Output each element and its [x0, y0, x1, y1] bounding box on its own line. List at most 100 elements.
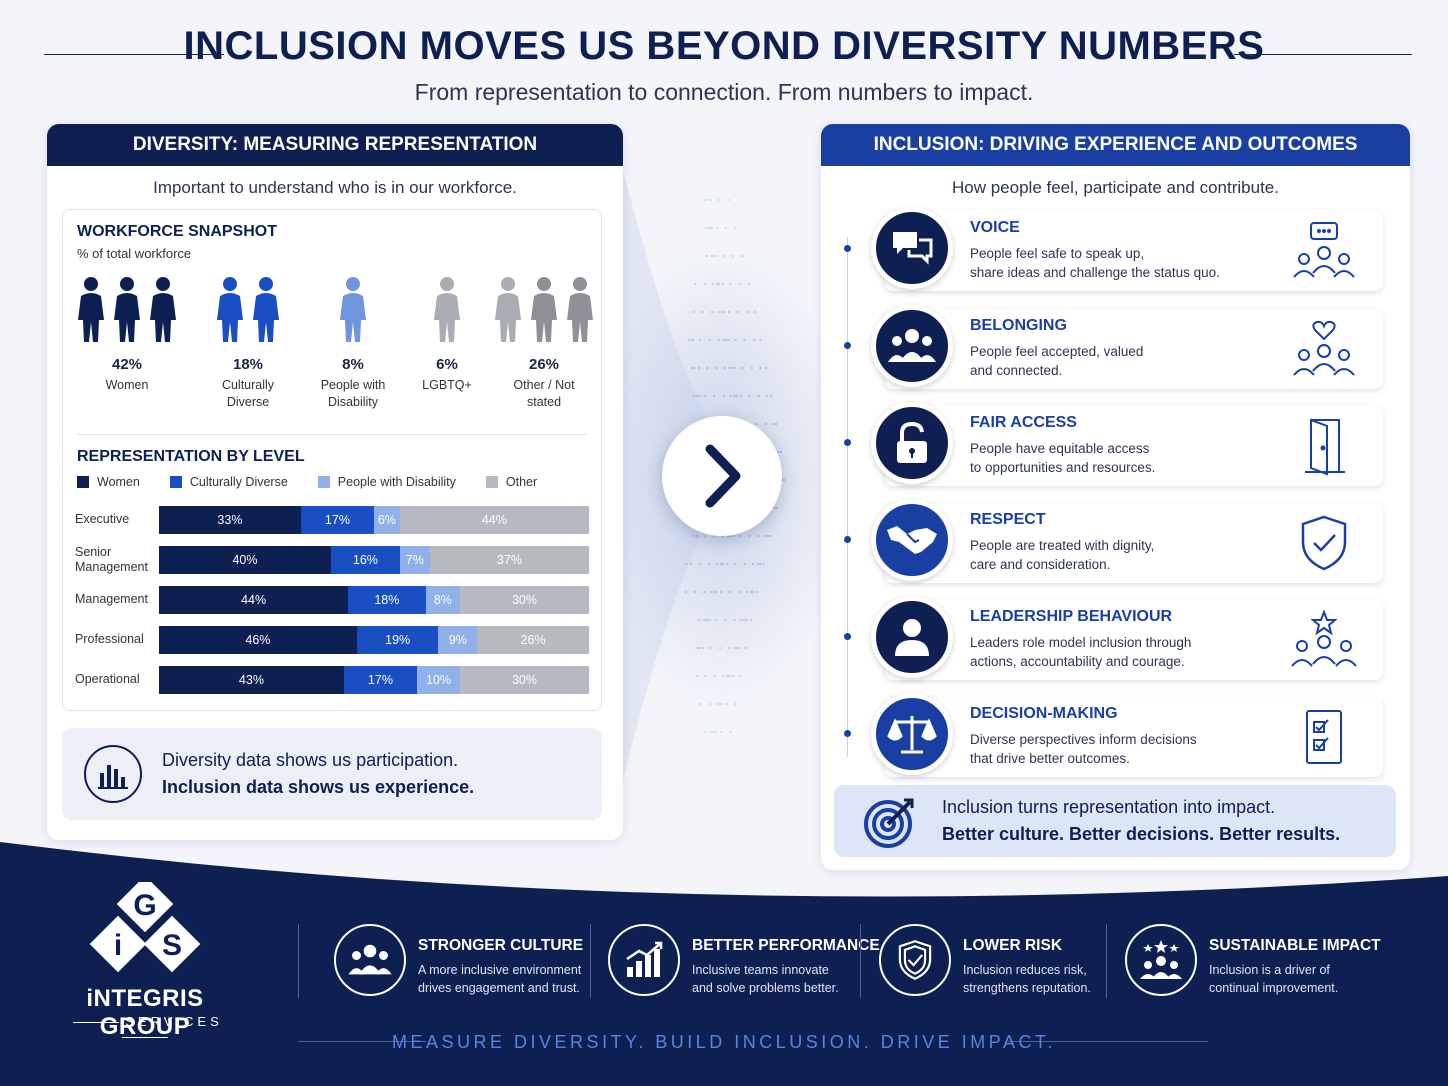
person-icon: [434, 277, 460, 342]
workforce-snapshot-box: WORKFORCE SNAPSHOT % of total workforce …: [62, 209, 602, 711]
timeline-bullet: [844, 245, 851, 252]
handshake-icon: [871, 499, 953, 581]
person-figures-icon: [311, 276, 395, 346]
people-group-icon: [334, 924, 406, 996]
inclusion-callout-line1: Inclusion turns representation into impa…: [942, 797, 1276, 817]
tagline: MEASURE DIVERSITY. BUILD INCLUSION. DRIV…: [392, 1032, 1056, 1052]
bar-segment: 8%: [425, 586, 460, 614]
bar-label: Operational: [75, 672, 140, 686]
workforce-snapshot-subtitle: % of total workforce: [77, 246, 192, 261]
bar-label: Senior Management: [75, 545, 148, 574]
growth-chart-icon: [608, 924, 680, 996]
inclusion-callout: Inclusion turns representation into impa…: [834, 785, 1396, 857]
inclusion-panel-heading: INCLUSION: DRIVING EXPERIENCE AND OUTCOM…: [821, 124, 1410, 166]
bar-row: Professional 46% 19% 9% 26%: [63, 626, 603, 654]
footer-divider: [590, 924, 591, 998]
diversity-panel-heading: DIVERSITY: MEASURING REPRESENTATION: [47, 124, 623, 166]
person-icon: [114, 277, 140, 342]
diversity-panel: DIVERSITY: MEASURING REPRESENTATION Impo…: [47, 124, 623, 840]
page-subtitle: From representation to connection. From …: [414, 79, 1034, 105]
person-icon: [217, 277, 243, 342]
bar-chart-icon: [84, 745, 142, 803]
bar-track: 46% 19% 9% 26%: [159, 626, 589, 654]
bar-track: 33% 17% 6% 44%: [159, 506, 589, 534]
inclusion-panel: INCLUSION: DRIVING EXPERIENCE AND OUTCOM…: [821, 124, 1410, 870]
inclusion-panel-subheading: How people feel, participate and contrib…: [952, 178, 1279, 197]
group-people-with-disability: 8% People with Disability: [311, 276, 395, 411]
unlock-icon: [871, 402, 953, 484]
person-icon: [567, 277, 593, 342]
bar-row: Operational 43% 17% 10% 30%: [63, 666, 603, 694]
benefit-description: Inclusion is a driver of continual improv…: [1209, 963, 1339, 995]
timeline-bullet: [844, 633, 851, 640]
open-door-icon: [1287, 416, 1361, 476]
legend-item: Other: [485, 475, 538, 489]
group-label: People with Disability: [320, 378, 386, 409]
bar-segment: 17%: [300, 506, 374, 534]
bar-track: 40% 16% 7% 37%: [159, 546, 589, 574]
group-lgbtq: 6% LGBTQ+: [405, 276, 489, 394]
header-rule-right: [1234, 54, 1412, 55]
timeline-line: [847, 237, 848, 757]
card-decision-making: DECISION-MAKING Diverse perspectives inf…: [871, 693, 1383, 777]
group-percent: 8%: [342, 356, 364, 373]
person-icon: [150, 277, 176, 342]
group-percent: 26%: [528, 356, 560, 373]
timeline-bullet: [844, 536, 851, 543]
inclusion-callout-line2: Better culture. Better decisions. Better…: [942, 824, 1341, 844]
bar-segment: 44%: [399, 506, 589, 534]
group-other: 26% Other / Not stated: [463, 276, 625, 411]
bar-row: Management 44% 18% 8% 30%: [63, 586, 603, 614]
group-percent: 18%: [232, 356, 264, 373]
benefit-title: LOWER RISK: [963, 937, 1063, 954]
workforce-groups: 42% Women 18% Culturally Diverse 8% Peop…: [63, 276, 603, 416]
person-icon: [253, 277, 279, 342]
bar-segment: 19%: [356, 626, 439, 654]
person-figures-icon: [203, 276, 293, 346]
bar-label: Executive: [75, 512, 130, 526]
representation-title: REPRESENTATION BY LEVEL: [77, 448, 305, 465]
card-title: BELONGING: [970, 317, 1067, 334]
person-icon: [78, 277, 104, 342]
card-title: DECISION-MAKING: [970, 705, 1118, 722]
speech-bubbles-icon: [871, 207, 953, 289]
bar-segment: 7%: [399, 546, 430, 574]
timeline-bullet: [844, 342, 851, 349]
card-belonging: BELONGING People feel accepted, valued an…: [871, 305, 1383, 389]
people-group-icon: [871, 305, 953, 387]
diversity-callout-line2: Inclusion data shows us experience.: [162, 777, 475, 797]
star-team-icon: [1287, 610, 1361, 670]
footer: G i S iNTEGRIS GROUP SERVICES STRONGER C…: [0, 842, 1448, 1086]
footer-divider: [860, 924, 861, 998]
transition-arrow: [662, 416, 782, 536]
shield-check-icon: [1287, 513, 1361, 573]
person-icon: [871, 596, 953, 678]
tagline-rule-left: [298, 1041, 426, 1042]
group-discussion-icon: [1287, 221, 1361, 281]
card-respect: RESPECT People are treated with dignity,…: [871, 499, 1383, 583]
card-title: VOICE: [970, 219, 1020, 236]
legend-label: Women: [97, 475, 140, 489]
benefit-description: Inclusion reduces risk, strengthens reput…: [963, 963, 1091, 995]
bar-label: Professional: [75, 632, 144, 646]
page-header: INCLUSION MOVES US BEYOND DIVERSITY NUMB…: [0, 24, 1448, 106]
snapshot-divider: [77, 434, 587, 435]
card-description: Leaders role model inclusion through acti…: [970, 635, 1192, 669]
person-figures-icon: [463, 276, 625, 346]
shield-check-icon: [879, 924, 951, 996]
bar-track: 44% 18% 8% 30%: [159, 586, 589, 614]
diversity-panel-subheading: Important to understand who is in our wo…: [153, 178, 517, 197]
timeline-bullet: [844, 439, 851, 446]
card-description: People have equitable access to opportuni…: [970, 441, 1156, 475]
legend-label: Other: [505, 475, 538, 489]
bar-segment: 37%: [429, 546, 589, 574]
card-title: LEADERSHIP BEHAVIOUR: [970, 608, 1173, 625]
bar-track: 43% 17% 10% 30%: [159, 666, 589, 694]
star-team-icon: [1125, 924, 1197, 996]
page-title: INCLUSION MOVES US BEYOND DIVERSITY NUMB…: [183, 24, 1265, 68]
group-label: Women: [105, 378, 149, 392]
legend-swatch: [485, 476, 498, 488]
legend-item: People with Disability: [317, 475, 456, 489]
group-label: LGBTQ+: [422, 378, 472, 392]
person-figures-icon: [77, 276, 177, 346]
